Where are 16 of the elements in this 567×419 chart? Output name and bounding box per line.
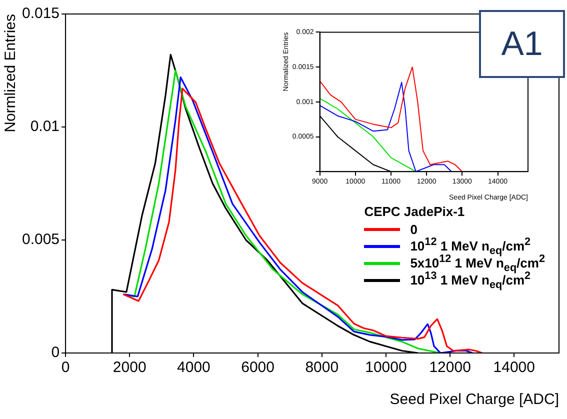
x-tick-label: 10000	[365, 359, 407, 376]
x-tick-label: 6000	[241, 359, 274, 376]
x-axis-title: Seed Pixel Charge [ADC]	[390, 391, 559, 408]
y-tick-label: 0.01	[30, 118, 60, 136]
y-tick-label: 0.005	[22, 231, 60, 248]
y-tick-label: 0.015	[22, 5, 60, 22]
x-tick-label: 14000	[493, 359, 535, 376]
x-tick-label: 4000	[177, 359, 210, 376]
x-tick-label: 2000	[112, 359, 146, 376]
legend-title: CEPC JadePix-1	[364, 204, 466, 219]
x-tick-label: 12000	[429, 359, 471, 376]
annotation: A1	[479, 10, 565, 78]
legend-label: 0	[410, 222, 418, 237]
x-tick-label: 8000	[305, 359, 339, 376]
y-axis-title: Normlized Entries	[2, 14, 20, 132]
y-tick-label: 0	[51, 344, 60, 362]
